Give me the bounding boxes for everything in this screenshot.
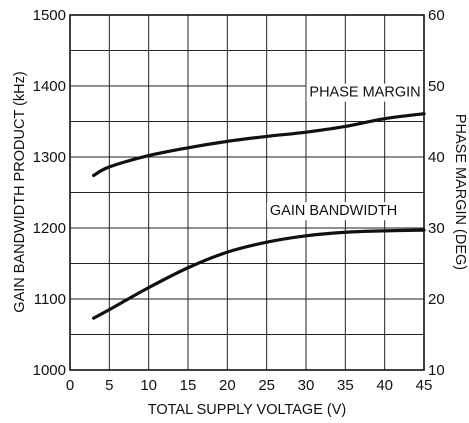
- plot-frame: [69, 14, 425, 371]
- y-left-tick-label: 1300: [33, 149, 66, 166]
- x-tick-label: 0: [66, 377, 74, 394]
- x-tick-label: 10: [140, 377, 157, 394]
- x-axis-label: TOTAL SUPPLY VOLTAGE (V): [148, 402, 347, 418]
- series-label-gain-bandwidth: GAIN BANDWIDTH: [270, 203, 397, 219]
- x-tick-label: 45: [416, 377, 433, 394]
- y-left-tick-label: 1000: [33, 362, 66, 379]
- tick-labels: 0 5 10 15 20 25 30 35 40 45 1000 1100 1200 1300 1400 15…: [33, 7, 445, 394]
- x-tick-label: 25: [258, 377, 275, 394]
- series-labels: PHASE MARGIN GAIN BANDWIDTH: [266, 83, 424, 221]
- x-tick-label: 30: [298, 377, 315, 394]
- x-tick-label: 15: [180, 377, 197, 394]
- x-tick-label: 35: [337, 377, 354, 394]
- y-left-tick-label: 1200: [33, 220, 66, 237]
- series-label-phase-margin: PHASE MARGIN: [309, 85, 420, 101]
- y-right-tick-label: 50: [428, 78, 445, 95]
- series-group: [92, 112, 426, 320]
- x-tick-label: 5: [105, 377, 113, 394]
- x-tick-label: 20: [219, 377, 236, 394]
- y-left-tick-label: 1400: [33, 78, 66, 95]
- grid: [69, 14, 425, 371]
- y-axis-left-label: GAIN BANDWIDTH PRODUCT (kHz): [12, 71, 28, 312]
- y-axis-right-label: PHASE MARGIN (DEG): [452, 114, 468, 270]
- series-line-gain-bandwidth: [92, 228, 426, 320]
- y-right-tick-label: 10: [428, 362, 445, 379]
- y-right-tick-label: 40: [428, 149, 445, 166]
- y-left-tick-label: 1100: [34, 291, 66, 308]
- y-right-tick-label: 20: [428, 291, 445, 308]
- series-label-background: [266, 202, 401, 221]
- series-line-phase-margin: [92, 112, 426, 178]
- y-right-tick-label: 60: [428, 7, 445, 24]
- y-left-tick-label: 1500: [33, 7, 66, 24]
- series-label-background: [306, 83, 424, 102]
- y-right-tick-label: 30: [428, 220, 445, 237]
- x-tick-label: 40: [376, 377, 393, 394]
